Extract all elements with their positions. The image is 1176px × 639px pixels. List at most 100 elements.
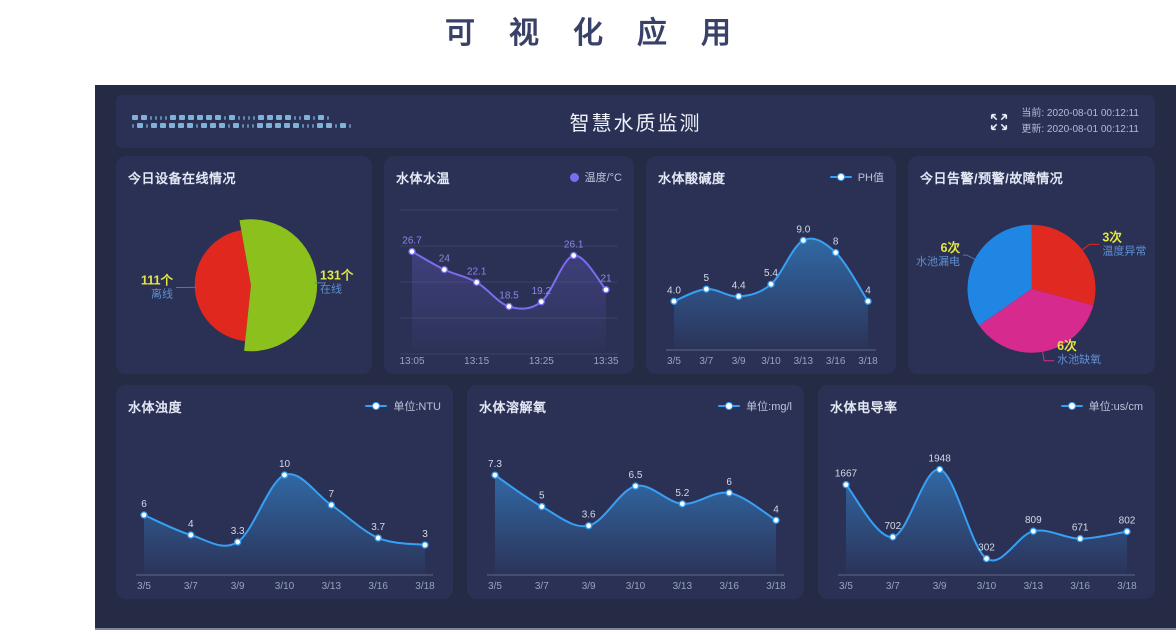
dashboard: 智慧水质监测 当前: 2020-08-01 00:12:11 更新: 2020-… — [95, 85, 1176, 630]
svg-text:3/10: 3/10 — [275, 581, 295, 592]
update-time: 更新: 2020-08-01 00:12:11 — [1021, 123, 1139, 135]
svg-text:3/5: 3/5 — [667, 356, 681, 367]
water-temperature-line-chart[interactable]: 26.7 24 22.1 18.5 19.2 26.1 21 13:05 13:15 13:25 1… — [396, 192, 622, 368]
panel-device-online: 今日设备在线情况 111个 离线 131个 在线 — [116, 156, 372, 374]
svg-text:9.0: 9.0 — [796, 224, 810, 235]
svg-text:302: 302 — [978, 543, 995, 554]
turbidity-area-chart[interactable]: 6 4 3.3 10 7 3.7 3 3/5 3/7 3/9 3/10 3/13 3/16 3/18 — [128, 421, 441, 593]
ph-area-chart[interactable]: 4.0 5 4.4 5.4 9.0 8 4 3/5 3/7 3/9 3/10 3/13 3/16 3/18 — [658, 192, 884, 368]
legend-marker-icon — [1060, 402, 1083, 410]
svg-text:3/18: 3/18 — [766, 581, 786, 592]
svg-text:离线: 离线 — [151, 287, 173, 301]
svg-text:3/10: 3/10 — [977, 581, 997, 592]
svg-text:3/7: 3/7 — [886, 581, 900, 592]
svg-text:3/5: 3/5 — [137, 581, 151, 592]
svg-text:13:15: 13:15 — [464, 356, 489, 367]
legend-label: 单位:mg/l — [746, 401, 792, 413]
legend-marker-icon — [718, 402, 741, 410]
legend-marker-icon — [569, 172, 579, 182]
legend-label: 温度/°C — [584, 172, 622, 184]
legend-mgl[interactable]: 单位:mg/l — [718, 398, 792, 414]
panel-title: 水体溶解氧 — [479, 399, 547, 415]
svg-text:10: 10 — [279, 459, 291, 470]
pixel-decoration — [132, 115, 354, 128]
panel-title: 今日告警/预警/故障情况 — [920, 170, 1064, 186]
legend-marker-icon — [365, 402, 388, 410]
svg-text:7.3: 7.3 — [488, 459, 502, 470]
svg-text:13:25: 13:25 — [529, 356, 554, 367]
svg-text:4.4: 4.4 — [732, 280, 746, 291]
panel-alarm-status: 今日告警/预警/故障情况 3次 温度异常 6次 水池缺氧 6次 水池漏电 — [908, 156, 1155, 374]
alarm-pie-chart[interactable]: 3次 温度异常 6次 水池缺氧 6次 水池漏电 — [916, 192, 1146, 368]
svg-text:131个: 131个 — [320, 268, 354, 283]
svg-text:3次: 3次 — [1102, 229, 1122, 244]
svg-text:8: 8 — [833, 237, 839, 248]
device-online-pie-chart[interactable]: 111个 离线 131个 在线 — [128, 192, 360, 368]
svg-text:3/9: 3/9 — [231, 581, 245, 592]
svg-text:3/16: 3/16 — [1070, 581, 1090, 592]
legend-uscm[interactable]: 单位:us/cm — [1060, 398, 1143, 414]
svg-text:13:35: 13:35 — [593, 356, 618, 367]
svg-text:3/9: 3/9 — [732, 356, 746, 367]
svg-text:水池缺氧: 水池缺氧 — [1057, 352, 1101, 366]
svg-text:19.2: 19.2 — [532, 286, 552, 297]
legend-ntu[interactable]: 单位:NTU — [365, 398, 441, 414]
svg-text:3/18: 3/18 — [415, 581, 435, 592]
svg-text:4: 4 — [188, 519, 194, 530]
svg-text:5.2: 5.2 — [675, 488, 689, 499]
svg-text:3/5: 3/5 — [839, 581, 853, 592]
svg-text:3/16: 3/16 — [826, 356, 846, 367]
svg-text:3/13: 3/13 — [1024, 581, 1044, 592]
panel-title: 水体浊度 — [128, 399, 183, 415]
svg-text:3/13: 3/13 — [673, 581, 693, 592]
legend-ph[interactable]: PH值 — [829, 169, 884, 185]
svg-text:3/7: 3/7 — [699, 356, 713, 367]
svg-text:3/13: 3/13 — [794, 356, 814, 367]
legend-label: 单位:NTU — [393, 401, 441, 413]
panel-title: 水体水温 — [396, 170, 451, 186]
svg-text:3.7: 3.7 — [371, 522, 385, 533]
svg-text:3/13: 3/13 — [322, 581, 342, 592]
svg-text:671: 671 — [1072, 523, 1089, 534]
legend-temperature[interactable]: 温度/°C — [569, 169, 622, 185]
svg-text:5: 5 — [704, 273, 710, 284]
current-time: 当前: 2020-08-01 00:12:11 — [1021, 107, 1139, 119]
svg-text:3/7: 3/7 — [184, 581, 198, 592]
svg-text:809: 809 — [1025, 515, 1042, 526]
page-title: 可视化应用 — [445, 17, 765, 50]
svg-text:26.7: 26.7 — [402, 236, 422, 247]
svg-text:温度异常: 温度异常 — [1102, 243, 1146, 257]
svg-text:3/16: 3/16 — [719, 581, 739, 592]
svg-text:3/16: 3/16 — [368, 581, 388, 592]
svg-text:6次: 6次 — [1057, 338, 1077, 353]
legend-label: PH值 — [857, 172, 884, 184]
svg-text:24: 24 — [439, 254, 451, 265]
svg-text:5: 5 — [539, 491, 545, 502]
svg-text:3.3: 3.3 — [231, 526, 245, 537]
conductivity-area-chart[interactable]: 1667 702 1948 302 809 671 802 3/5 3/7 3/9 3/10 3/13… — [830, 421, 1143, 593]
panel-turbidity: 水体浊度 单位:NTU 6 4 3.3 10 7 3.7 3 3/5 3/7 3/9 3/10 3/1… — [116, 385, 453, 599]
panel-water-ph: 水体酸碱度 PH值 4.0 5 4.4 5.4 9.0 8 4 3/5 3/7 3/9 3/10 3/… — [646, 156, 896, 374]
svg-text:26.1: 26.1 — [564, 240, 584, 251]
panel-title: 水体电导率 — [830, 399, 898, 415]
svg-text:3/10: 3/10 — [761, 356, 781, 367]
svg-text:21: 21 — [600, 274, 612, 285]
svg-text:3/10: 3/10 — [626, 581, 646, 592]
svg-text:水池漏电: 水池漏电 — [916, 255, 960, 268]
svg-text:4: 4 — [865, 285, 871, 296]
dashboard-title: 智慧水质监测 — [569, 113, 702, 135]
svg-text:4: 4 — [773, 504, 779, 515]
svg-text:3/5: 3/5 — [488, 581, 502, 592]
dissolved-oxygen-area-chart[interactable]: 7.3 5 3.6 6.5 5.2 6 4 3/5 3/7 3/9 3/10 3/13 3/16 3/18 — [479, 421, 792, 593]
svg-text:4.0: 4.0 — [667, 285, 681, 296]
dashboard-header: 智慧水质监测 当前: 2020-08-01 00:12:11 更新: 2020-… — [116, 95, 1155, 148]
svg-text:3/9: 3/9 — [582, 581, 596, 592]
svg-text:5.4: 5.4 — [764, 268, 778, 279]
svg-text:111个: 111个 — [141, 273, 173, 288]
svg-text:在线: 在线 — [320, 282, 342, 296]
legend-label: 单位:us/cm — [1088, 401, 1143, 413]
legend-marker-icon — [829, 173, 852, 181]
svg-text:1667: 1667 — [835, 469, 858, 480]
fullscreen-icon[interactable] — [989, 112, 1009, 132]
svg-text:6次: 6次 — [941, 240, 961, 255]
